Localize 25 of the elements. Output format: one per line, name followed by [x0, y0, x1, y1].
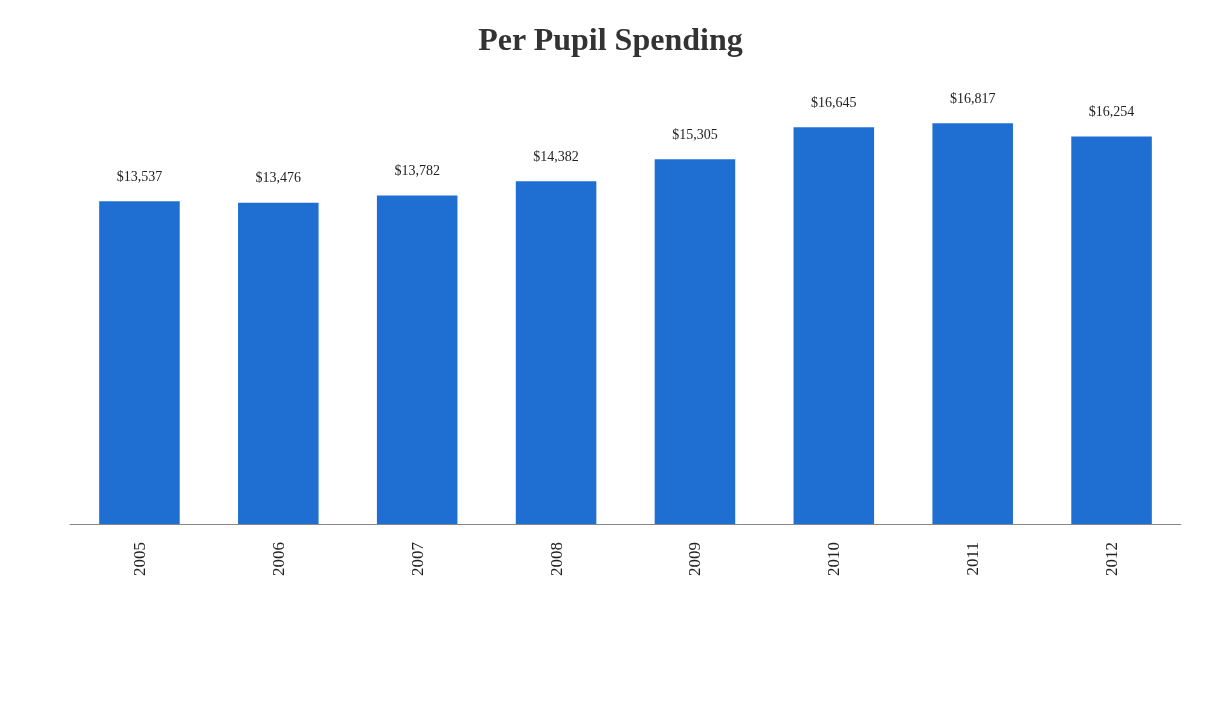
- x-tick-label: 2008: [546, 542, 566, 576]
- x-tick-label: 2007: [407, 541, 427, 576]
- data-label: $15,305: [672, 126, 718, 142]
- x-tick-label: 2010: [824, 542, 844, 576]
- bar: [515, 181, 597, 524]
- data-label: $13,782: [394, 163, 440, 179]
- bar: [238, 202, 319, 524]
- chart-title: Per Pupil Spending: [478, 21, 743, 57]
- bar: [654, 159, 736, 524]
- bar: [793, 127, 875, 524]
- x-tick-label: 2009: [685, 542, 705, 576]
- x-tick-label: 2012: [1102, 542, 1122, 576]
- data-label: $13,476: [255, 170, 302, 186]
- bar: [1071, 136, 1152, 524]
- data-label: $16,645: [811, 94, 857, 110]
- data-label: $13,537: [116, 168, 163, 184]
- bar: [932, 123, 1013, 524]
- data-label: $16,817: [949, 90, 996, 106]
- x-tick-label: 2011: [963, 542, 983, 576]
- data-label: $16,254: [1088, 104, 1135, 120]
- data-label: $14,382: [533, 148, 579, 164]
- bar: [99, 201, 180, 524]
- x-tick-label: 2005: [129, 542, 149, 576]
- bar: [376, 195, 458, 524]
- x-tick-label: 2006: [268, 542, 288, 576]
